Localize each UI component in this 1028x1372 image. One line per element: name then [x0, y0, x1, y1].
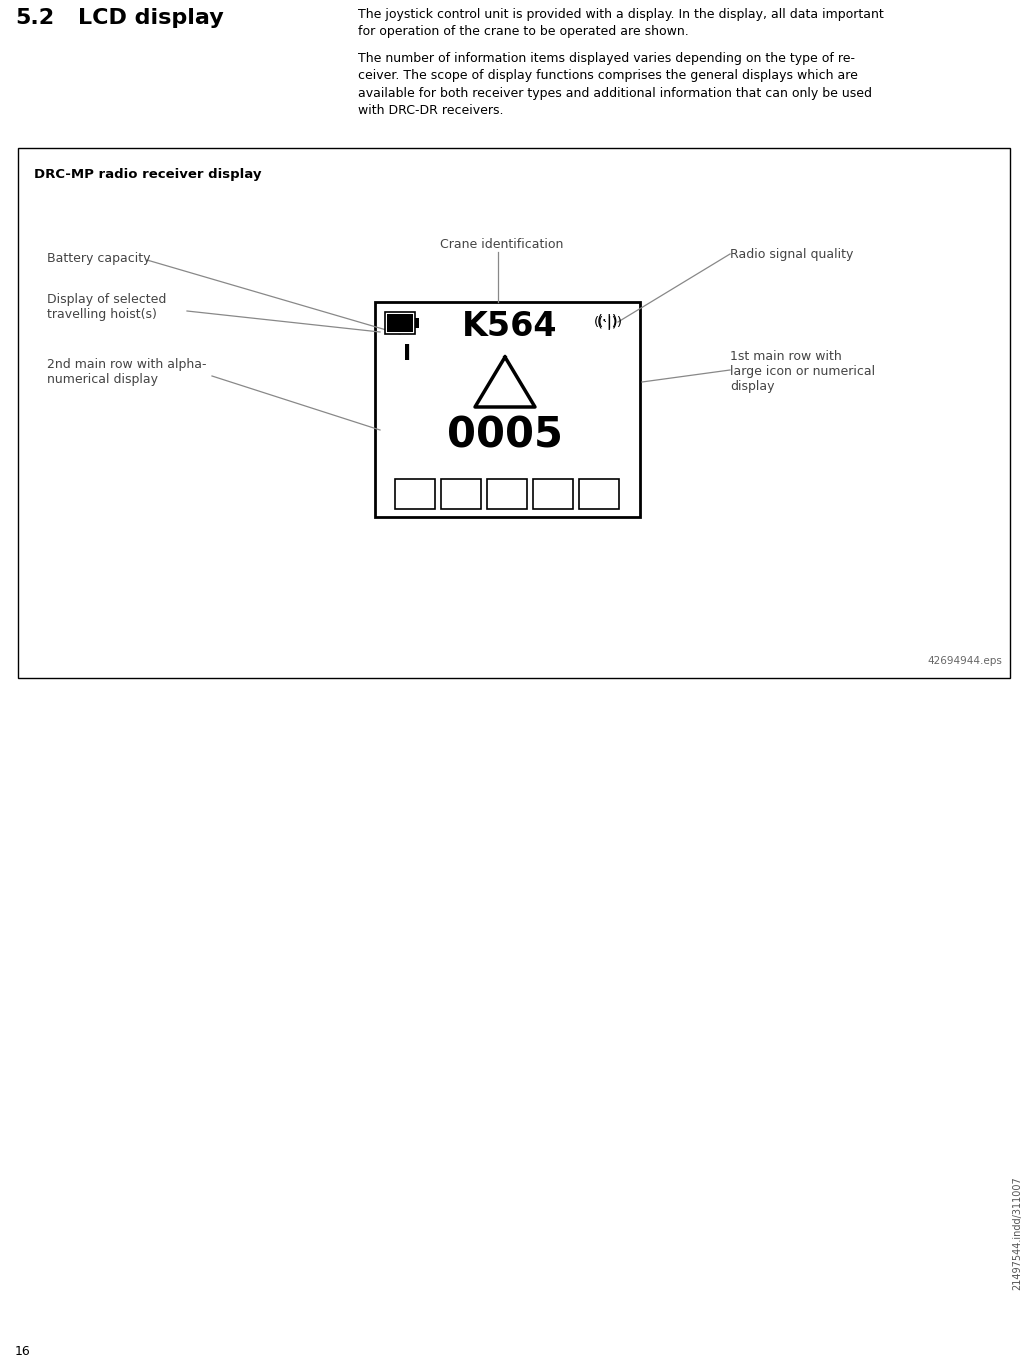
Text: numerical display: numerical display [47, 373, 158, 386]
Text: The joystick control unit is provided with a display. In the display, all data i: The joystick control unit is provided wi… [358, 8, 884, 38]
Bar [415, 318, 419, 328]
Bar [441, 479, 481, 509]
Text: 0005: 0005 [447, 414, 563, 457]
Text: The number of information items displayed varies depending on the type of re-
ce: The number of information items displaye… [358, 52, 872, 118]
Bar [395, 479, 435, 509]
Bar [387, 314, 413, 332]
Text: 5.2: 5.2 [15, 8, 54, 27]
Text: large icon or numerical: large icon or numerical [730, 365, 875, 379]
Text: DRC-MP radio receiver display: DRC-MP radio receiver display [34, 167, 261, 181]
Text: travelling hoist(s): travelling hoist(s) [47, 307, 157, 321]
Text: Display of selected: Display of selected [47, 294, 167, 306]
Text: 16: 16 [15, 1345, 31, 1358]
Text: 1st main row with: 1st main row with [730, 350, 842, 364]
Text: Battery capacity: Battery capacity [47, 252, 150, 265]
Text: LCD display: LCD display [78, 8, 224, 27]
Text: 2nd main row with alpha-: 2nd main row with alpha- [47, 358, 207, 370]
Bar [386, 311, 415, 333]
Text: display: display [730, 380, 774, 392]
Text: 42694944.eps: 42694944.eps [927, 656, 1002, 665]
Bar [579, 479, 619, 509]
Text: Crane identification: Crane identification [440, 237, 563, 251]
Bar [375, 302, 640, 517]
Text: Radio signal quality: Radio signal quality [730, 248, 853, 261]
Text: (·|): (·|) [597, 314, 619, 331]
Text: ((·|)): ((·|)) [593, 316, 623, 328]
Bar [487, 479, 527, 509]
Text: K564: K564 [463, 310, 558, 343]
Text: 21497544.indd/311007: 21497544.indd/311007 [1012, 1176, 1022, 1290]
Bar [533, 479, 573, 509]
Bar [19, 148, 1009, 678]
Text: I: I [403, 344, 411, 364]
